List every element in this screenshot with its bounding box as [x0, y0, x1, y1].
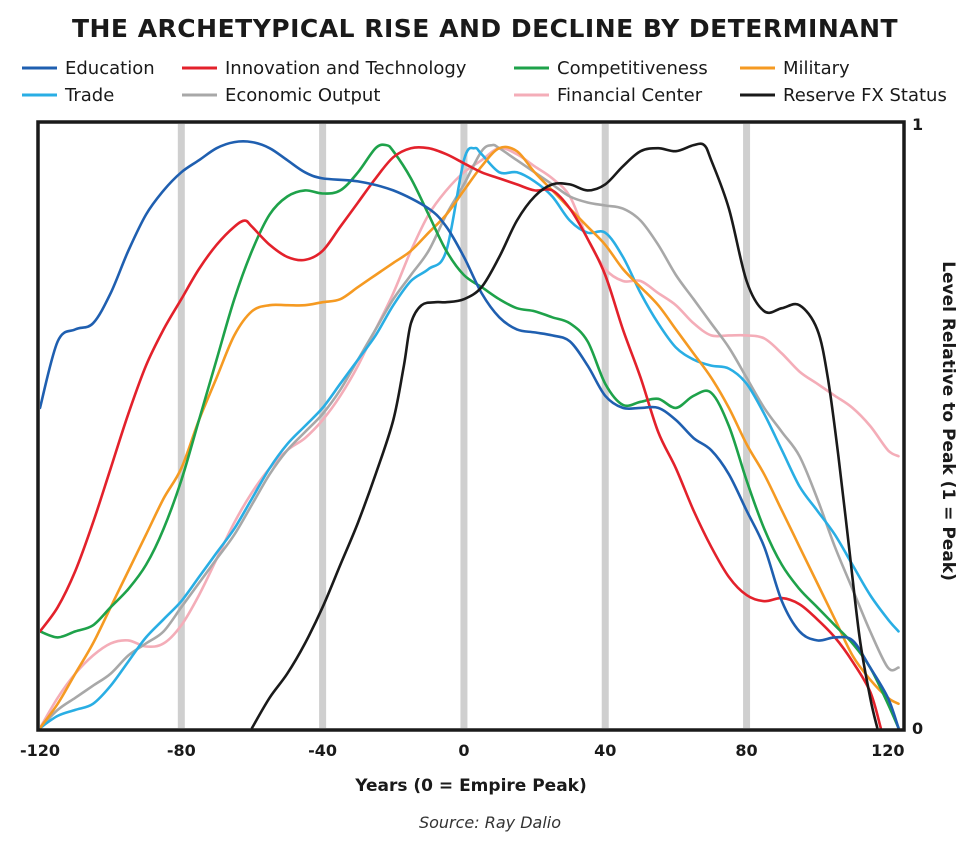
plot-frame [36, 120, 906, 732]
legend-label-competitiveness: Competitiveness [557, 58, 708, 79]
y-axis-title: Level Relative to Peak (1 = Peak) [938, 261, 958, 581]
chart-title: THE ARCHETYPICAL RISE AND DECLINE BY DET… [72, 14, 898, 43]
legend-label-military: Military [783, 58, 850, 79]
x-tick-label: -40 [308, 741, 337, 760]
series-line-financial-center [40, 146, 900, 730]
legend: Education Innovation and Technology Compet… [22, 58, 947, 106]
series-lines [40, 140, 900, 730]
legend-label-reserve-fx-status: Reserve FX Status [783, 85, 947, 106]
legend-label-innovation-and-technology: Innovation and Technology [225, 58, 467, 79]
series-line-reserve-fx-status [250, 142, 879, 730]
source-note: Source: Ray Dalio [419, 813, 561, 832]
legend-label-financial-center: Financial Center [557, 85, 703, 106]
y-tick-label: 0 [912, 719, 923, 738]
x-tick-label: -120 [20, 741, 60, 760]
legend-label-economic-output: Economic Output [225, 85, 380, 106]
series-line-economic-output [40, 143, 900, 730]
y-tick-label: 1 [912, 115, 923, 134]
series-line-innovation-and-technology [40, 145, 883, 730]
x-axis-title: Years (0 = Empire Peak) [354, 776, 587, 796]
series-line-competitiveness [40, 143, 900, 730]
x-axis-ticks: -120 -80 -40 0 40 80 120 [20, 741, 905, 760]
x-tick-label: -80 [167, 741, 196, 760]
y-axis-ticks: 01 [912, 115, 923, 738]
series-line-trade [40, 146, 900, 730]
grid [177, 124, 751, 728]
legend-label-education: Education [65, 58, 155, 79]
x-tick-label: 80 [735, 741, 757, 760]
x-tick-label: 0 [458, 741, 469, 760]
series-line-military [40, 145, 900, 730]
x-tick-label: 120 [871, 741, 904, 760]
x-tick-label: 40 [594, 741, 616, 760]
series-line-education [40, 140, 900, 730]
legend-label-trade: Trade [64, 85, 114, 106]
